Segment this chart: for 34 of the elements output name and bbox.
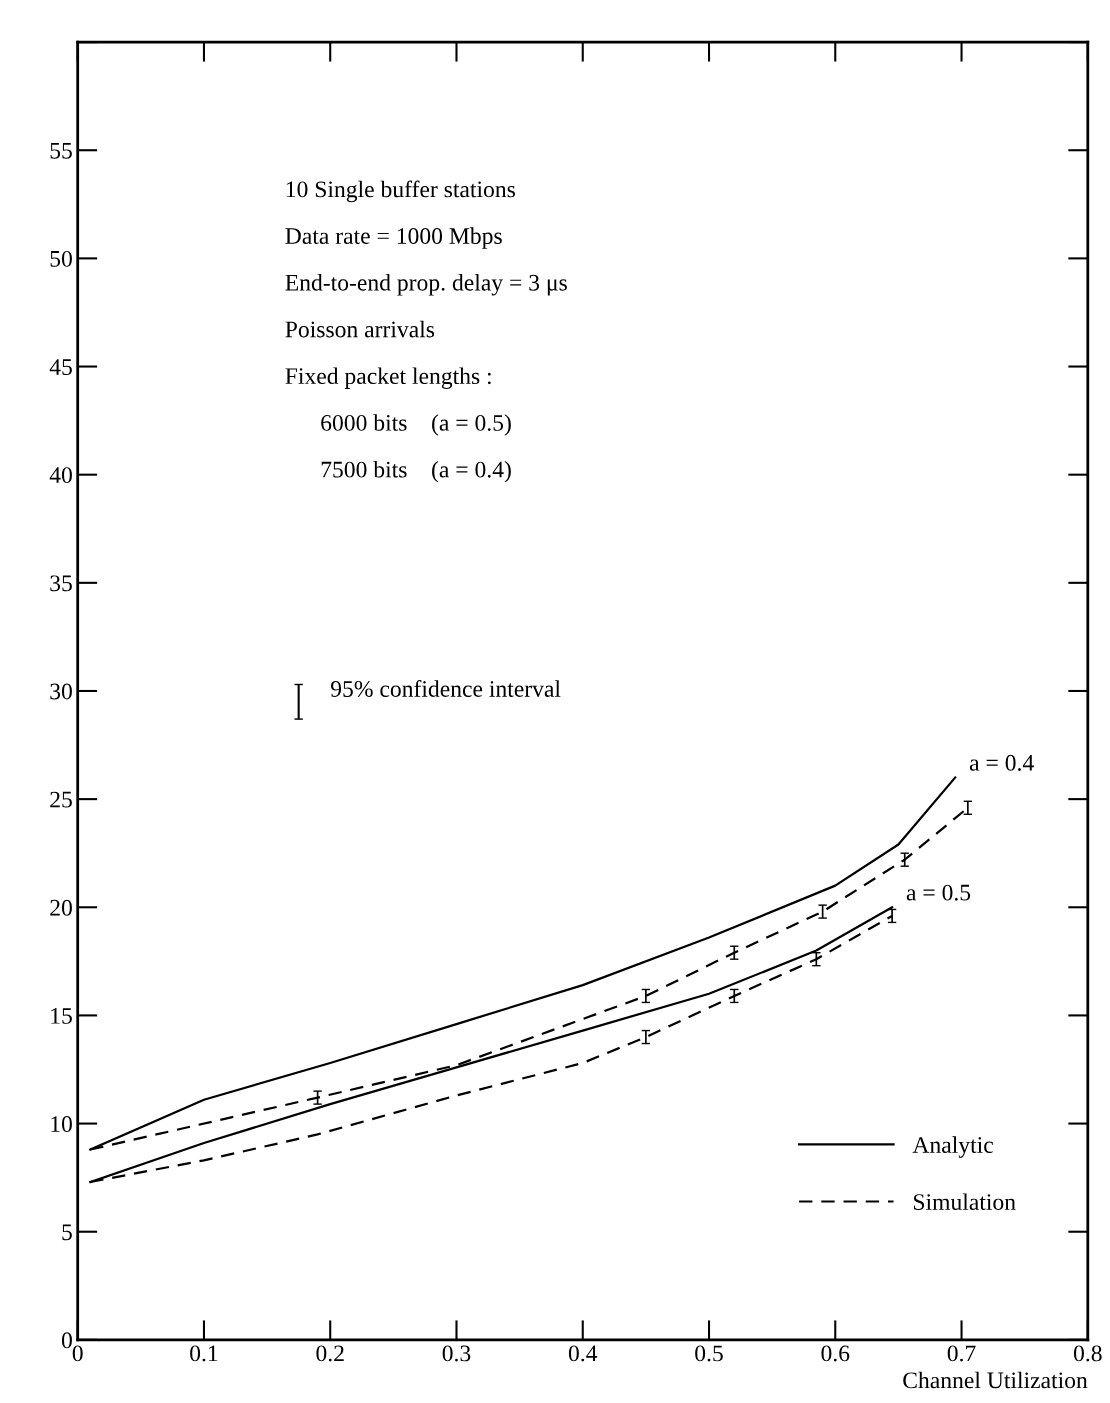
y-tick-label: 20 — [50, 899, 72, 916]
y-tick-label: 5 — [62, 1224, 72, 1241]
x-axis-title: Channel Utilization — [903, 1371, 1088, 1389]
legend-label: Analytic — [912, 1136, 993, 1158]
x-tick-label: 0.6 — [821, 1345, 850, 1362]
x-tick-label: 0.7 — [947, 1345, 976, 1362]
y-tick-label: 15 — [51, 1008, 72, 1024]
y-tick-label: 50 — [50, 250, 72, 267]
x-tick-label: 0.8 — [1073, 1345, 1102, 1362]
annotation: a = 0.5 — [906, 884, 971, 901]
y-tick-label: 25 — [50, 791, 72, 808]
annotation: Poisson arrivals — [285, 320, 435, 338]
annotation: 6000 bits (a = 0.5) — [321, 414, 511, 436]
x-tick-label: 0 — [72, 1345, 83, 1362]
x-tick-label: 0.3 — [442, 1345, 471, 1362]
y-tick-label: 45 — [49, 359, 72, 375]
y-tick-label: 10 — [51, 1116, 72, 1132]
annotation: 7500 bits (a = 0.4) — [321, 460, 511, 483]
annotation: 10 Single buffer stations — [286, 180, 515, 203]
annotation: 95% confidence interval — [330, 680, 561, 697]
y-tick-label: 55 — [50, 142, 72, 159]
legend-label: Simulation — [913, 1193, 1016, 1210]
y-tick-label: 0 — [61, 1332, 72, 1349]
y-tick-label: 30 — [50, 683, 72, 700]
annotation: Fixed packet lengths : — [285, 367, 491, 389]
x-tick-label: 0.5 — [695, 1345, 723, 1362]
y-tick-label: 40 — [49, 467, 72, 484]
annotation: a = 0.4 — [969, 754, 1034, 771]
y-tick-label: 35 — [50, 575, 72, 592]
annotation: End-to-end prop. delay = 3 μs — [285, 274, 567, 296]
x-tick-label: 0.2 — [316, 1345, 344, 1362]
x-tick-label: 0.1 — [190, 1345, 218, 1362]
x-tick-label: 0.4 — [568, 1345, 598, 1362]
annotation: Data rate = 1000 Mbps — [285, 227, 502, 249]
